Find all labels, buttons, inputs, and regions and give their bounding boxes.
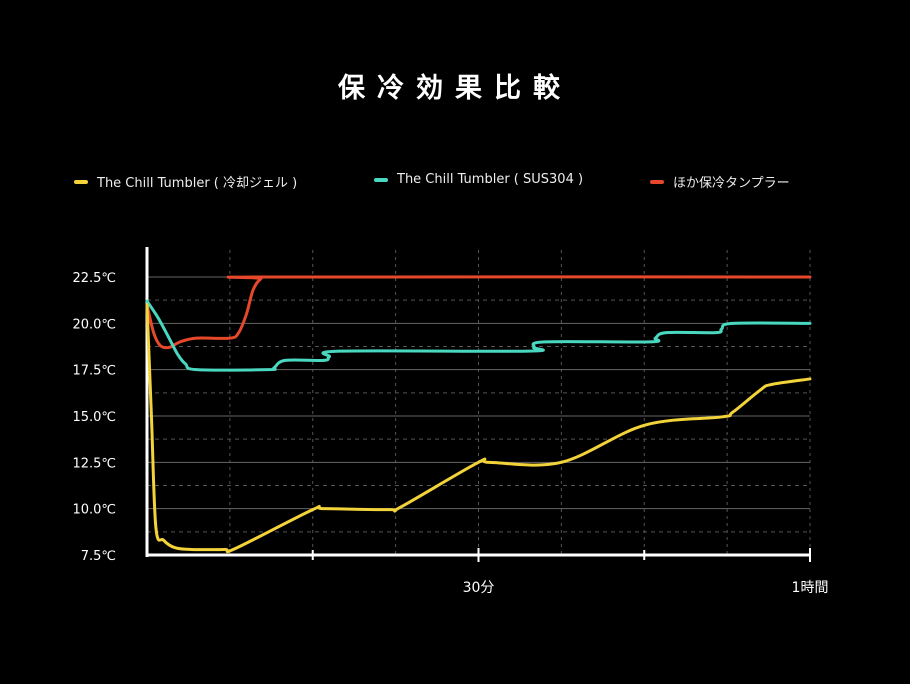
legend-item-chill-sus304: The Chill Tumbler ( SUS304 ) <box>374 172 583 187</box>
series-line-1 <box>145 299 812 372</box>
x-tick-label: 30分 <box>463 580 495 596</box>
y-tick-label: 12.5℃ <box>72 456 116 471</box>
legend-label: ほか保冷タンプラー <box>673 176 790 191</box>
chart-title: 保冷効果比較 <box>338 73 572 104</box>
y-tick-label: 17.5℃ <box>72 364 116 379</box>
series-line-2 <box>145 275 812 350</box>
legend-item-other-tumbler: ほか保冷タンプラー <box>650 172 790 191</box>
y-tick-label: 20.0℃ <box>72 317 116 332</box>
legend-label: The Chill Tumbler ( 冷却ジェル ) <box>97 176 298 191</box>
legend-label: The Chill Tumbler ( SUS304 ) <box>397 172 584 187</box>
legend-swatch <box>74 179 88 184</box>
legend-swatch <box>374 177 388 182</box>
y-tick-label: 7.5℃ <box>81 549 116 564</box>
y-tick-label: 10.0℃ <box>72 503 116 518</box>
series-line-0 <box>145 303 812 554</box>
y-tick-label: 22.5℃ <box>72 271 116 286</box>
legend-item-chill-gel: The Chill Tumbler ( 冷却ジェル ) <box>74 172 297 191</box>
x-tick-label: 1時間 <box>792 580 829 596</box>
legend-swatch <box>650 179 664 184</box>
y-tick-label: 15.0℃ <box>72 410 116 425</box>
